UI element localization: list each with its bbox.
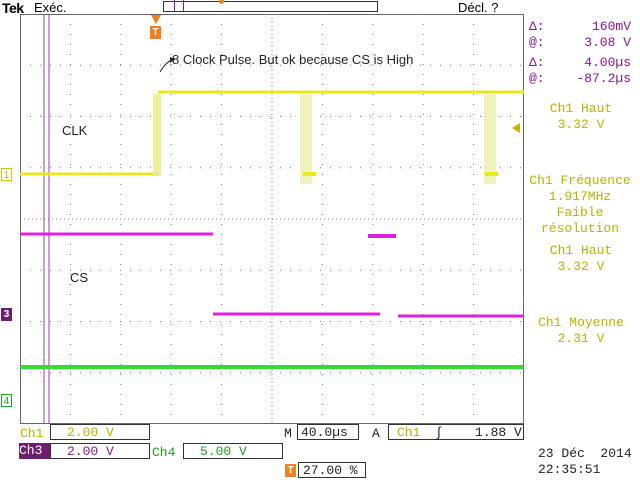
brand-logo: Tek <box>2 0 24 16</box>
ch3-scale-box[interactable]: 2.00 V <box>50 443 150 459</box>
annotation-cs: CS <box>70 270 89 285</box>
measurement-4: Ch1 Moyenne 2.31 V <box>522 315 640 347</box>
measurement-3-value: 3.32 V <box>557 259 605 274</box>
measurement-2-note2: résolution <box>540 221 619 236</box>
trigger-arrow-icon <box>151 15 161 24</box>
ch3-ground-marker[interactable]: 3 <box>1 308 12 321</box>
delta-t-value: 4.00µs <box>584 55 631 70</box>
ch3-label-box[interactable]: Ch3 <box>19 443 50 459</box>
trigger-position-marker[interactable]: T <box>150 26 161 39</box>
ch1-label: Ch1 <box>20 426 44 441</box>
ch4-label: Ch4 <box>152 445 176 460</box>
annotation-note: 8 Clock Pulse. But ok because CS is High <box>172 52 414 67</box>
timebase-box[interactable]: 40.0µs <box>297 424 359 440</box>
ch1-ground-marker[interactable]: 1 <box>1 168 12 181</box>
delta-v-value: 160mV <box>591 19 631 34</box>
cursor-readouts: Δ: 160mV @: 3.08 V Δ: 4.00µs @: -87.2µs <box>529 19 639 87</box>
ch3-scale: 2.00 V <box>67 444 114 459</box>
ch4-scale: 5.00 V <box>200 444 247 459</box>
at-v-symbol: @: <box>529 35 545 50</box>
measurement-2-note1: Faible <box>556 205 604 220</box>
measurement-1-label: Ch1 Haut <box>549 101 613 116</box>
graticule-grid <box>20 14 524 424</box>
trigger-position-value: 27.00 % <box>303 463 358 478</box>
measurement-3: Ch1 Haut 3.32 V <box>522 243 640 275</box>
delta-t-symbol: Δ: <box>529 55 545 70</box>
delta-v-symbol: Δ: <box>529 19 545 34</box>
timebase-label: M <box>284 426 292 441</box>
screen-window-bracket <box>174 0 184 11</box>
timebase-value: 40.0µs <box>301 425 348 440</box>
measurement-1-value: 3.32 V <box>557 117 605 132</box>
trigger-settings-box[interactable]: Ch1 ∫ 1.88 V <box>388 424 524 440</box>
trigger-slope-icon: ∫ <box>435 425 443 440</box>
trigger-level-icon[interactable] <box>511 122 521 134</box>
measurement-2-label: Ch1 Fréquence <box>529 173 631 188</box>
record-trigger-dot <box>219 0 224 4</box>
waveform-display[interactable] <box>20 14 524 424</box>
trigger-source: Ch1 <box>397 425 421 440</box>
ch1-scale: 2.00 V <box>67 425 114 440</box>
trigger-position-icon: T <box>285 464 296 477</box>
ch4-scale-box[interactable]: 5.00 V <box>183 443 283 459</box>
annotation-clk: CLK <box>62 123 88 138</box>
ch3-label: Ch3 <box>19 443 43 458</box>
ch1-trace <box>20 90 524 184</box>
measurement-2-value: 1.917MHz <box>548 189 612 204</box>
ch3-trace <box>20 232 524 318</box>
record-position-bar[interactable] <box>163 0 378 12</box>
trigger-level: 1.88 V <box>475 425 522 440</box>
date-display: 23 Déc 2014 <box>538 446 632 461</box>
measurement-1: Ch1 Haut 3.32 V <box>522 101 640 133</box>
annotation-arrowhead <box>170 57 175 63</box>
at-v-value: 3.08 V <box>584 35 631 50</box>
at-t-symbol: @: <box>529 71 545 86</box>
measurement-3-label: Ch1 Haut <box>549 243 613 258</box>
measurement-4-value: 2.31 V <box>557 331 605 346</box>
ch4-ground-marker[interactable]: 4 <box>1 394 12 407</box>
time-display: 22:35:51 <box>538 462 601 477</box>
measurement-2: Ch1 Fréquence 1.917MHz Faible résolution <box>520 173 640 237</box>
acquisition-status: Exéc. <box>34 0 67 15</box>
measurement-4-label: Ch1 Moyenne <box>538 315 624 330</box>
trigger-position-box[interactable]: 27.00 % <box>298 462 366 478</box>
top-status-bar: Tek Exéc. Décl. ? <box>0 0 640 16</box>
at-t-value: -87.2µs <box>576 71 631 86</box>
trigger-status: Décl. ? <box>458 0 499 15</box>
ch1-scale-box[interactable]: 2.00 V <box>50 424 150 440</box>
trigger-mode-label: A <box>372 426 380 441</box>
